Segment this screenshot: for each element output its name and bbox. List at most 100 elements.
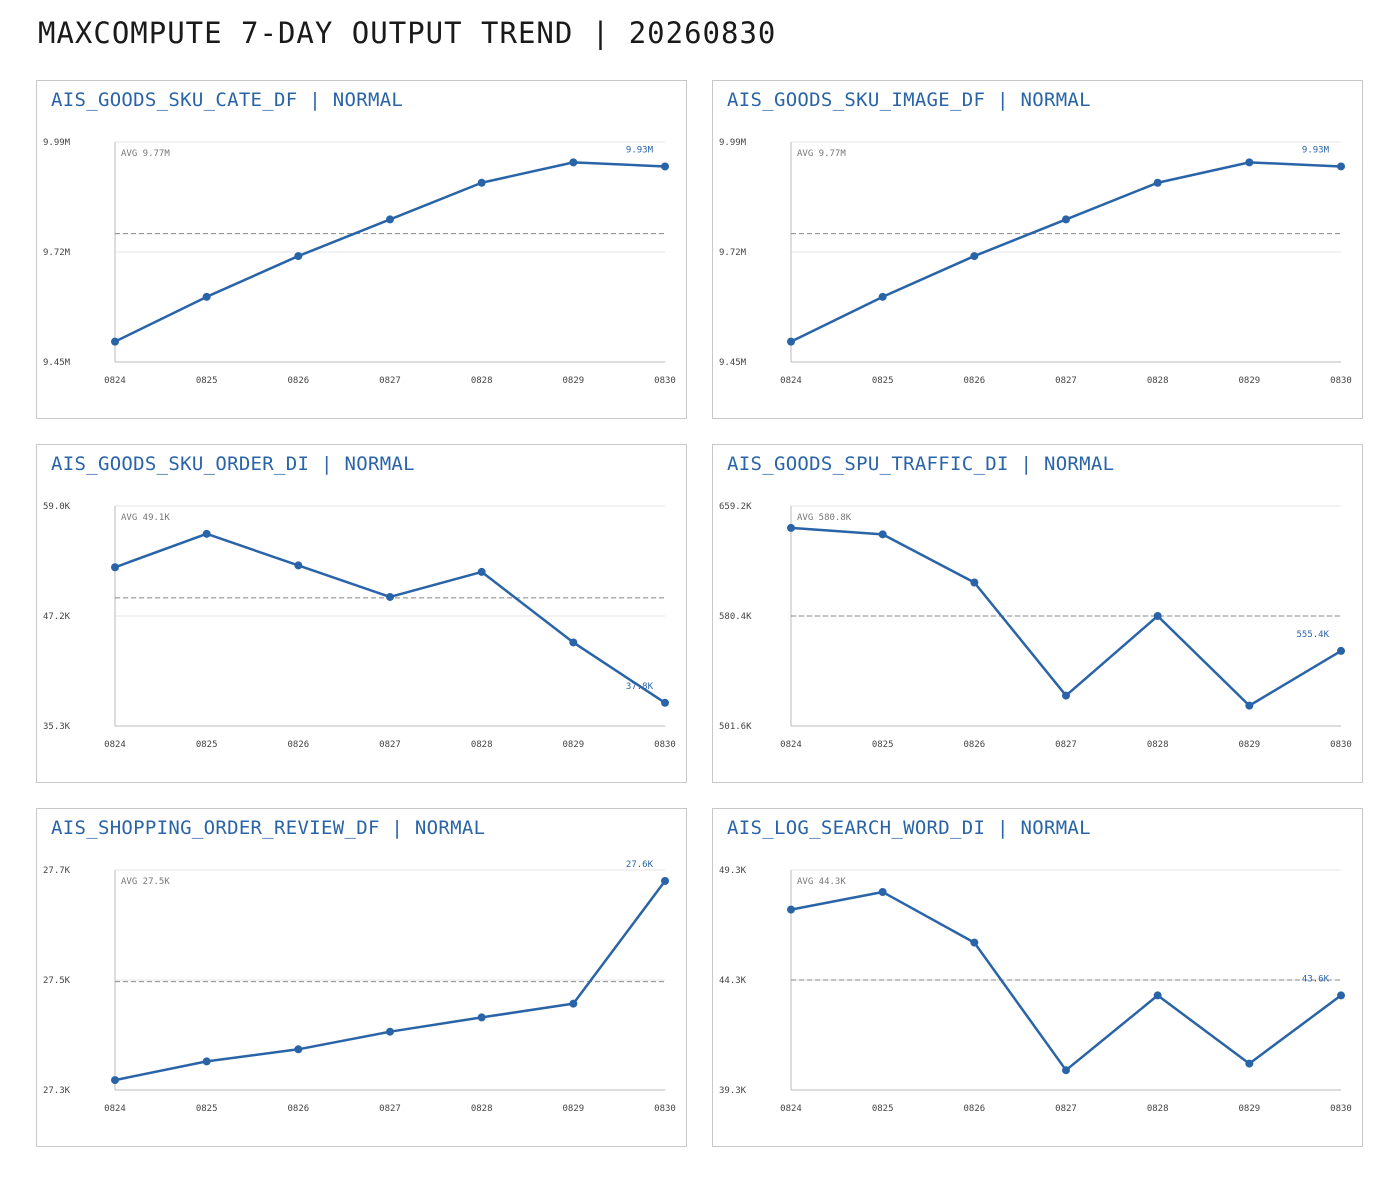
y-tick-label: 44.3K <box>719 976 747 986</box>
x-tick-label: 0827 <box>379 1104 401 1114</box>
chart-panel-search-word: AIS_LOG_SEARCH_WORD_DI | NORMAL 49.3K 44.… <box>712 808 1363 1147</box>
data-point <box>202 529 211 538</box>
x-tick-label: 0826 <box>287 1104 309 1114</box>
series-line <box>114 532 666 704</box>
x-tick-label: 0824 <box>104 1104 126 1114</box>
y-tick-label: 580.4K <box>719 612 752 622</box>
average-label: AVG 44.3K <box>797 877 846 887</box>
y-tick-label: 9.99M <box>43 138 71 148</box>
x-tick-label: 0829 <box>562 376 584 386</box>
line-chart: 49.3K 44.3K 39.3K 0824 0825 0826 0827 0828 0829 0… <box>719 866 1352 1114</box>
data-point <box>787 523 795 532</box>
series-line <box>790 890 1342 1072</box>
line-chart: 9.99M 9.72M 9.45M 0824 0825 0826 0827 0828 0829 0… <box>719 138 1352 386</box>
data-point <box>661 877 669 885</box>
x-tick-label: 0825 <box>872 376 894 386</box>
data-point <box>111 1076 119 1085</box>
last-value-label: 37.8K <box>626 682 654 692</box>
x-tick-label: 0826 <box>963 376 985 386</box>
x-tick-label: 0830 <box>1330 740 1352 750</box>
data-point <box>787 337 795 346</box>
series-line <box>790 526 1342 707</box>
chart-panel-sku-order: AIS_GOODS_SKU_ORDER_DI | NORMAL 59.0K 47.… <box>36 444 687 783</box>
x-tick-label: 0829 <box>1238 1104 1260 1114</box>
page-title: MAXCOMPUTE 7-DAY OUTPUT TREND | 20260830 <box>38 16 777 50</box>
last-value-label: 9.93M <box>626 145 654 155</box>
x-tick-label: 0824 <box>780 740 802 750</box>
x-tick-label: 0824 <box>780 1104 802 1114</box>
x-tick-label: 0830 <box>654 740 676 750</box>
series-line <box>114 880 667 1082</box>
x-tick-label: 0830 <box>654 376 676 386</box>
x-tick-label: 0828 <box>1147 376 1169 386</box>
data-point <box>569 158 578 167</box>
x-tick-label: 0828 <box>1147 740 1169 750</box>
y-tick-label: 659.2K <box>719 502 752 512</box>
x-tick-label: 0830 <box>1330 1104 1352 1114</box>
x-tick-label: 0826 <box>963 1104 985 1114</box>
x-tick-label: 0825 <box>872 1104 894 1114</box>
chart-title: AIS_GOODS_SPU_TRAFFIC_DI | NORMAL <box>727 453 1115 475</box>
data-point <box>661 162 669 171</box>
x-tick-label: 0827 <box>379 376 401 386</box>
data-point <box>202 1057 211 1066</box>
data-point <box>970 938 979 947</box>
x-tick-label: 0828 <box>1147 1104 1169 1114</box>
x-tick-label: 0827 <box>379 740 401 750</box>
x-tick-label: 0830 <box>1330 376 1352 386</box>
y-tick-label: 9.45M <box>719 358 747 368</box>
chart-title: AIS_GOODS_SKU_ORDER_DI | NORMAL <box>51 453 415 475</box>
data-point <box>202 292 211 301</box>
y-tick-label: 49.3K <box>719 866 747 876</box>
average-label: AVG 49.1K <box>121 513 170 523</box>
x-tick-label: 0825 <box>196 740 218 750</box>
y-tick-label: 501.6K <box>719 722 752 732</box>
data-point <box>294 1045 303 1054</box>
y-tick-label: 27.3K <box>43 1086 71 1096</box>
x-tick-label: 0825 <box>196 376 218 386</box>
line-chart: 659.2K 580.4K 501.6K 0824 0825 0826 0827 0828 08… <box>719 502 1352 750</box>
x-tick-label: 0824 <box>104 376 126 386</box>
x-tick-label: 0824 <box>780 376 802 386</box>
x-tick-label: 0829 <box>562 740 584 750</box>
x-tick-label: 0829 <box>1238 740 1260 750</box>
chart-title: AIS_GOODS_SKU_CATE_DF | NORMAL <box>51 89 404 111</box>
data-point <box>970 578 979 587</box>
x-tick-label: 0826 <box>963 740 985 750</box>
x-tick-label: 0830 <box>654 1104 676 1114</box>
x-tick-label: 0829 <box>562 1104 584 1114</box>
data-point <box>477 567 486 576</box>
chart-title: AIS_LOG_SEARCH_WORD_DI | NORMAL <box>727 817 1091 839</box>
data-point <box>477 1013 486 1022</box>
y-tick-label: 9.45M <box>43 358 71 368</box>
data-point <box>1245 158 1254 167</box>
data-point <box>111 563 119 572</box>
data-point <box>294 252 303 261</box>
y-tick-label: 59.0K <box>43 502 71 512</box>
line-chart: 27.7K 27.5K 27.3K 0824 0825 0826 0827 0828 0829 0… <box>43 860 676 1114</box>
data-point <box>878 530 887 539</box>
last-value-label: 9.93M <box>1302 145 1330 155</box>
data-point <box>477 178 486 187</box>
x-tick-label: 0828 <box>471 740 493 750</box>
y-tick-label: 9.72M <box>43 248 71 258</box>
y-tick-label: 39.3K <box>719 1086 747 1096</box>
data-point <box>787 905 795 914</box>
chart-title: AIS_GOODS_SKU_IMAGE_DF | NORMAL <box>727 89 1091 111</box>
chart-panel-sku-image: AIS_GOODS_SKU_IMAGE_DF | NORMAL 9.99M 9.7… <box>712 80 1363 419</box>
chart-panel-sku-cate: AIS_GOODS_SKU_CATE_DF | NORMAL 9.99M 9.72… <box>36 80 687 419</box>
data-point <box>386 215 394 224</box>
data-point <box>661 698 669 707</box>
x-tick-label: 0827 <box>1055 376 1077 386</box>
chart-title: AIS_SHOPPING_ORDER_REVIEW_DF | NORMAL <box>51 817 486 839</box>
data-point <box>1337 991 1345 1000</box>
chart-panel-spu-traffic: AIS_GOODS_SPU_TRAFFIC_DI | NORMAL 659.2K… <box>712 444 1363 783</box>
last-value-label: 27.6K <box>626 860 654 870</box>
data-point <box>1337 162 1345 171</box>
x-tick-label: 0826 <box>287 376 309 386</box>
y-tick-label: 27.5K <box>43 976 71 986</box>
y-tick-label: 9.72M <box>719 248 747 258</box>
x-tick-label: 0827 <box>1055 1104 1077 1114</box>
y-tick-label: 27.7K <box>43 866 71 876</box>
data-point <box>1153 178 1162 187</box>
